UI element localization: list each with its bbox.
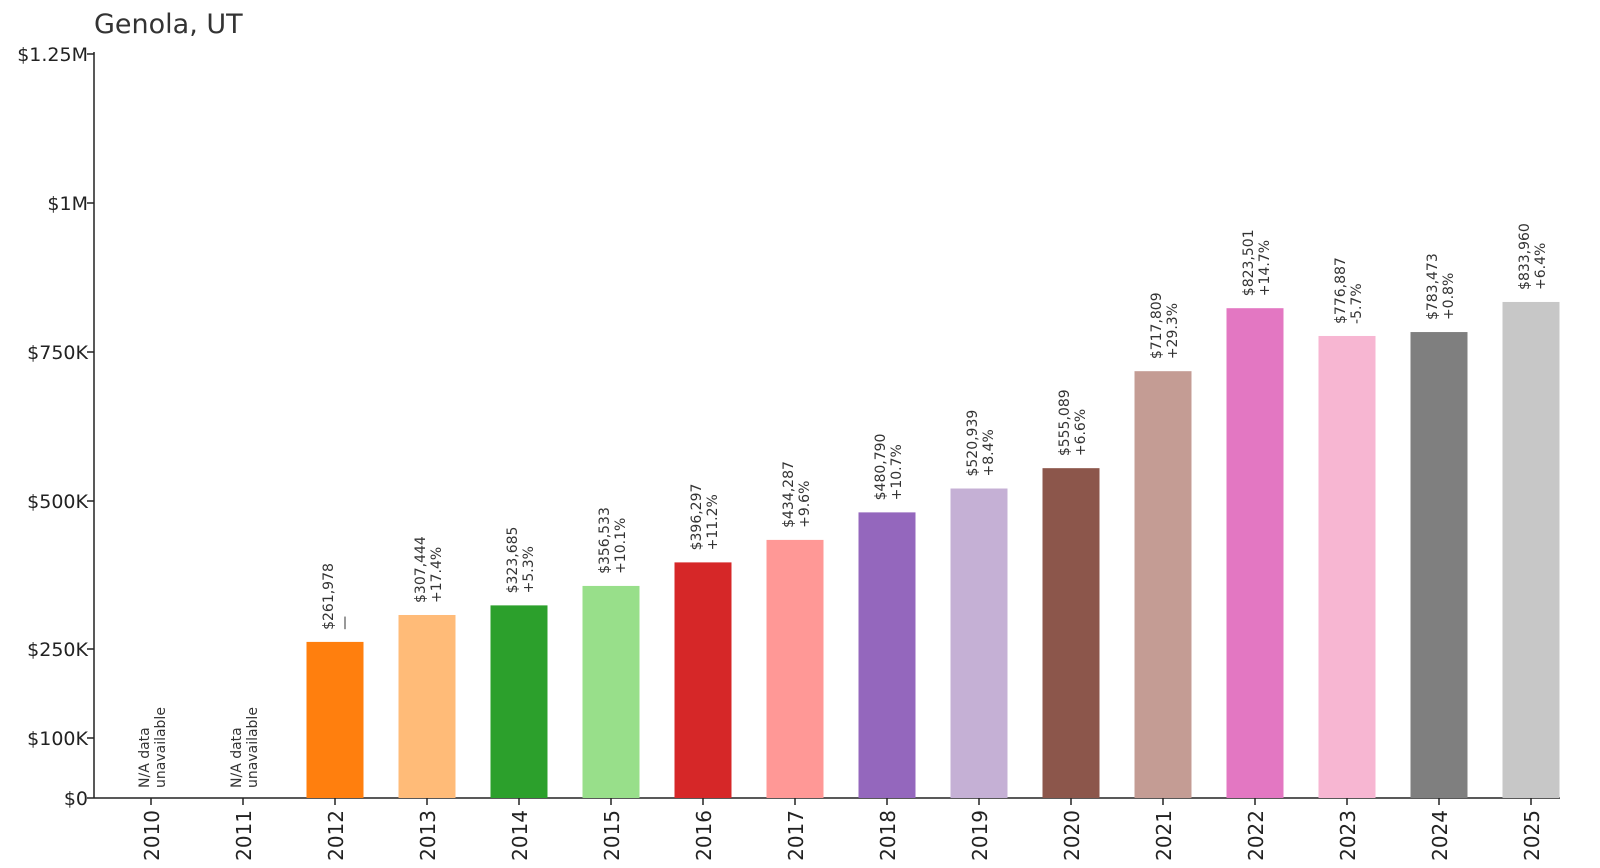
bars-group [306, 301, 1560, 798]
bar-2024 [1410, 332, 1468, 798]
bar-2019 [950, 488, 1008, 798]
data-labels-group: N/A data unavailable N/A data unavailable$2… [137, 223, 1549, 788]
x-tick-label: 2025 [1520, 810, 1544, 861]
change-label: unavailable [153, 707, 169, 788]
change-label: -5.7% [1349, 283, 1365, 324]
bar-2015 [582, 585, 640, 798]
value-label: $261,978 [321, 563, 337, 630]
bar-2023 [1318, 335, 1376, 798]
change-label: +14.7% [1257, 240, 1273, 296]
x-tick-label: 2011 [232, 810, 256, 861]
change-label: +11.2% [705, 494, 721, 550]
change-label: +6.4% [1533, 243, 1549, 290]
x-tick-label: 2015 [600, 810, 624, 861]
x-tick-label: 2020 [1060, 810, 1084, 861]
y-tick-label: $0 [64, 788, 88, 810]
x-tick-label: 2018 [876, 810, 900, 861]
bar-2012 [306, 641, 364, 798]
change-label: +9.6% [797, 481, 813, 528]
x-tick-label: 2021 [1152, 810, 1176, 861]
value-label: $307,444 [413, 536, 429, 603]
y-axis: $0 $100K $250K $500K $750K $1M $1.25M [17, 44, 95, 810]
value-label: $717,809 [1149, 292, 1165, 359]
value-label: $776,887 [1333, 257, 1349, 324]
y-tick-label: $500K [27, 491, 88, 513]
bar-2014 [490, 605, 548, 798]
change-label: +10.7% [889, 444, 905, 500]
value-label: $396,297 [689, 484, 705, 551]
change-label: +29.3% [1165, 303, 1181, 359]
bar-2021 [1134, 371, 1192, 798]
bar-2016 [674, 562, 732, 798]
y-tick-label: $750K [27, 342, 88, 364]
change-label: +17.4% [429, 547, 445, 603]
bar-2022 [1226, 308, 1284, 798]
x-tick-label: 2012 [324, 810, 348, 861]
value-label: $323,685 [505, 527, 521, 594]
value-label: N/A data [229, 727, 245, 788]
value-label: $833,960 [1517, 223, 1533, 290]
x-tick-label: 2019 [968, 810, 992, 861]
x-axis: 2010 2011 2012 2013 2014 2015 2016 2017 2018 2019… [94, 797, 1560, 861]
change-label: — [337, 616, 353, 630]
change-label: +0.8% [1441, 273, 1457, 320]
value-label: $480,790 [873, 434, 889, 501]
chart-title: Genola, UT [94, 9, 243, 40]
x-tick-label: 2022 [1244, 810, 1268, 861]
y-tick-label: $100K [27, 728, 88, 750]
y-tick-label: $1.25M [17, 44, 88, 66]
y-tick-label: $1M [47, 193, 88, 215]
bar-2020 [1042, 468, 1100, 798]
value-label: $356,533 [597, 507, 613, 574]
change-label: unavailable [245, 707, 261, 788]
y-tick-label: $250K [27, 639, 88, 661]
bar-2025 [1502, 301, 1560, 798]
change-label: +5.3% [521, 546, 537, 593]
value-label: $783,473 [1425, 253, 1441, 320]
value-label: N/A data [137, 727, 153, 788]
bar-2018 [858, 512, 916, 798]
x-tick-label: 2014 [508, 810, 532, 861]
x-tick-label: 2016 [692, 810, 716, 861]
x-tick-label: 2013 [416, 810, 440, 861]
bar-2013 [398, 614, 456, 798]
change-label: +8.4% [981, 429, 997, 476]
change-label: +10.1% [613, 518, 629, 574]
value-label: $823,501 [1241, 229, 1257, 296]
x-tick-label: 2024 [1428, 810, 1452, 861]
x-tick-label: 2023 [1336, 810, 1360, 861]
x-tick-label: 2017 [784, 810, 808, 861]
value-label: $520,939 [965, 410, 981, 477]
value-label: $555,089 [1057, 389, 1073, 456]
change-label: +6.6% [1073, 409, 1089, 456]
x-tick-label: 2010 [140, 810, 164, 861]
value-label: $434,287 [781, 461, 797, 528]
bar-2017 [766, 539, 824, 798]
